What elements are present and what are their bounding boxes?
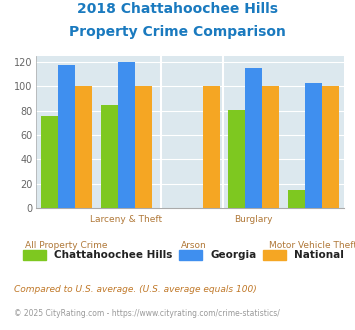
- Text: Burglary: Burglary: [234, 215, 273, 224]
- Bar: [262, 86, 279, 208]
- Text: Property Crime Comparison: Property Crime Comparison: [69, 25, 286, 39]
- Text: Arson: Arson: [181, 241, 207, 250]
- Bar: [135, 86, 152, 208]
- Bar: [288, 190, 305, 208]
- Bar: [245, 68, 262, 208]
- Bar: [58, 65, 75, 208]
- Text: Compared to U.S. average. (U.S. average equals 100): Compared to U.S. average. (U.S. average …: [14, 285, 257, 294]
- Bar: [118, 62, 135, 208]
- Bar: [305, 83, 322, 208]
- Text: © 2025 CityRating.com - https://www.cityrating.com/crime-statistics/: © 2025 CityRating.com - https://www.city…: [14, 309, 280, 317]
- Bar: [41, 115, 58, 208]
- Text: Larceny & Theft: Larceny & Theft: [91, 215, 163, 224]
- Legend: Chattahoochee Hills, Georgia, National: Chattahoochee Hills, Georgia, National: [23, 250, 344, 260]
- Bar: [101, 105, 118, 208]
- Text: All Property Crime: All Property Crime: [25, 241, 108, 250]
- Text: 2018 Chattahoochee Hills: 2018 Chattahoochee Hills: [77, 2, 278, 16]
- Bar: [75, 86, 92, 208]
- Bar: [202, 86, 220, 208]
- Bar: [322, 86, 339, 208]
- Text: Motor Vehicle Theft: Motor Vehicle Theft: [269, 241, 355, 250]
- Bar: [228, 110, 245, 208]
